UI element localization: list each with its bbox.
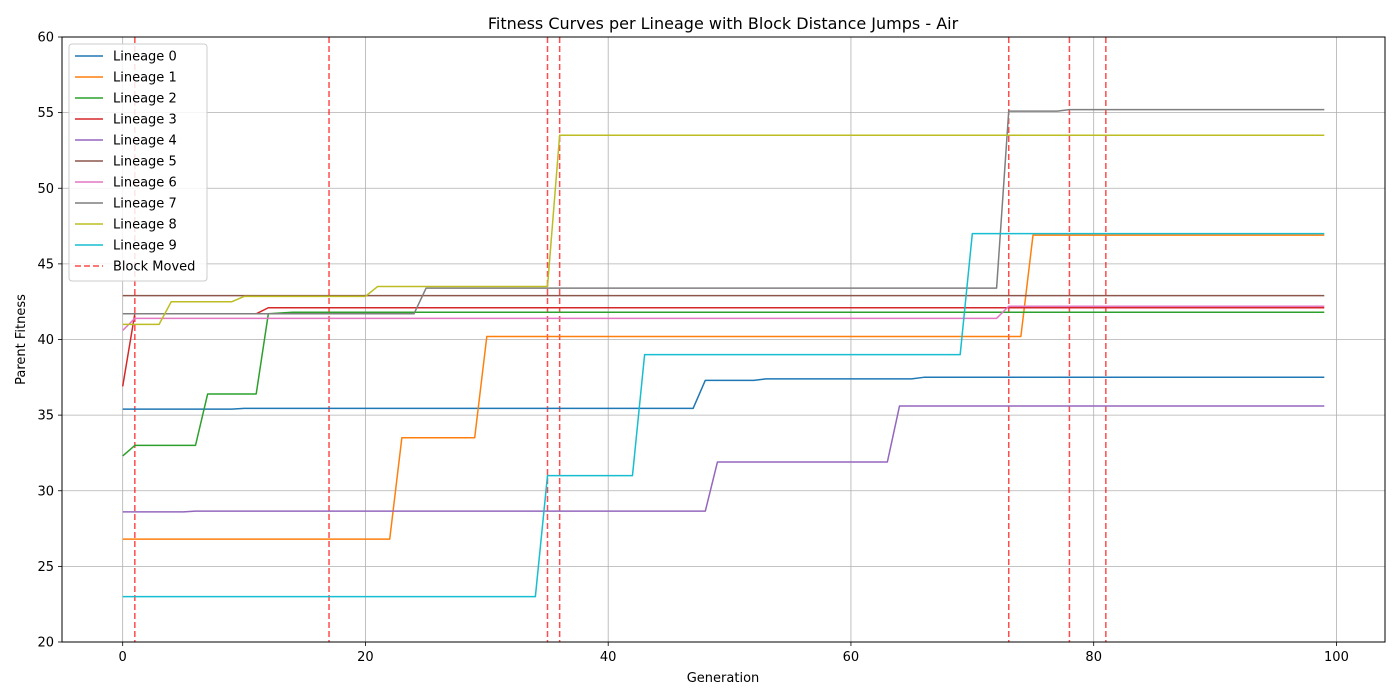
series-lines xyxy=(121,108,1325,598)
legend-box xyxy=(68,43,208,282)
series-line-lineage-2 xyxy=(122,311,1325,457)
series-line-lineage-0 xyxy=(122,376,1325,410)
legend-label-lineage-6: Lineage 6 xyxy=(113,176,177,191)
x-axis-ticks: 0 20 40 60 80 100 xyxy=(119,642,1349,665)
legend-label-lineage-4: Lineage 4 xyxy=(113,134,177,149)
y-tick-label: 45 xyxy=(37,257,54,272)
series-line-lineage-3 xyxy=(121,306,1325,387)
series-line-lineage-1 xyxy=(122,234,1325,540)
y-tick-label: 35 xyxy=(37,409,54,424)
y-tick-label: 30 xyxy=(37,484,54,499)
x-tick-label: 20 xyxy=(357,650,374,665)
y-tick-label: 40 xyxy=(37,333,54,348)
chart-title: Fitness Curves per Lineage with Block Di… xyxy=(488,14,959,33)
y-tick-label: 25 xyxy=(37,560,54,575)
legend: Lineage 0 Lineage 1 Lineage 2 Lineage 3 Line… xyxy=(68,43,208,282)
legend-label-lineage-5: Lineage 5 xyxy=(113,155,177,170)
series-line-lineage-6 xyxy=(122,305,1325,331)
series-line-lineage-9 xyxy=(122,232,1325,598)
x-tick-label: 60 xyxy=(843,650,860,665)
y-tick-label: 60 xyxy=(37,31,54,46)
series-line-lineage-7 xyxy=(122,108,1325,315)
legend-label-lineage-3: Lineage 3 xyxy=(113,113,177,128)
legend-label-block-moved: Block Moved xyxy=(113,260,195,275)
y-axis-label: Parent Fitness xyxy=(14,294,29,385)
y-tick-label: 50 xyxy=(37,182,54,197)
y-tick-label: 55 xyxy=(37,106,54,121)
x-tick-label: 80 xyxy=(1085,650,1102,665)
x-axis-label: Generation xyxy=(687,671,760,686)
x-tick-label: 0 xyxy=(119,650,127,665)
series-line-lineage-4 xyxy=(122,405,1325,513)
series-line-lineage-8 xyxy=(122,134,1325,326)
x-tick-label: 100 xyxy=(1324,650,1349,665)
legend-label-lineage-1: Lineage 1 xyxy=(113,71,177,86)
legend-label-lineage-2: Lineage 2 xyxy=(113,92,177,107)
x-tick-label: 40 xyxy=(600,650,617,665)
grid-lines xyxy=(62,36,1385,643)
legend-label-lineage-0: Lineage 0 xyxy=(113,50,177,65)
legend-label-lineage-9: Lineage 9 xyxy=(113,239,177,254)
y-tick-label: 20 xyxy=(37,636,54,651)
legend-label-lineage-7: Lineage 7 xyxy=(113,197,177,212)
legend-label-lineage-8: Lineage 8 xyxy=(113,218,177,233)
y-axis-ticks: 20 25 30 35 40 45 50 55 60 xyxy=(37,31,62,651)
